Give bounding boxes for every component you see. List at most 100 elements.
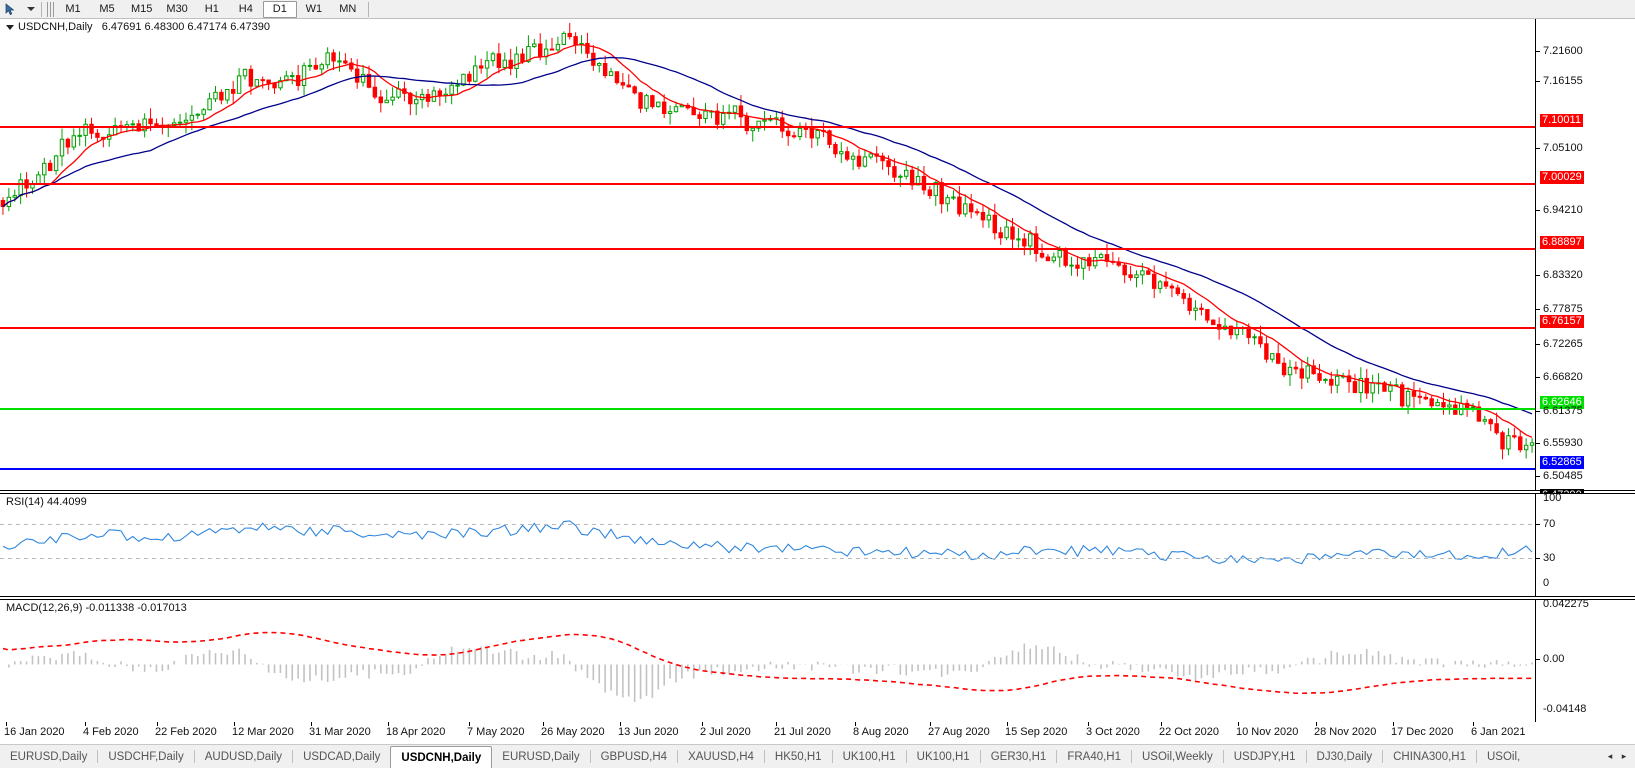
rsi-level-30-line (0, 558, 1535, 559)
chart-tab-gbpusd-h4[interactable]: GBPUSD,H4 (600, 750, 668, 763)
date-axis-label: 21 Jul 2020 (774, 726, 831, 738)
date-tick-mark (1238, 722, 1239, 726)
timeframe-button-w1[interactable]: W1 (305, 3, 323, 15)
chart-tab-hk50-h1[interactable]: HK50,H1 (774, 750, 822, 763)
date-axis-label: 8 Aug 2020 (853, 726, 909, 738)
macd-pane[interactable]: MACD(12,26,9) -0.011338 -0.017013 0.0422… (0, 598, 1635, 722)
chart-tab-xauusd-h4[interactable]: XAUUSD,H4 (688, 750, 754, 763)
price-plot-region[interactable]: USDCNH,Daily 6.47691 6.48300 6.47174 6.4… (0, 19, 1535, 490)
tab-scroll-controls[interactable]: ◂ ▸ (1603, 745, 1635, 768)
timeframe-button-m30[interactable]: M30 (166, 3, 188, 15)
chart-tab-audusd-daily[interactable]: AUDUSD,Daily (204, 750, 283, 763)
price-axis-tick: 6.72265 (1536, 338, 1635, 351)
date-tick-mark (388, 722, 389, 726)
chart-tab-usdcnh-daily[interactable]: USDCNH,Daily (390, 746, 493, 768)
triangle-down-icon[interactable] (6, 25, 14, 30)
timeframe-toolbar: M1 M5 M15 M30 H1 H4 D1 W1 MN (0, 0, 1635, 19)
chart-tab-ger30-h1[interactable]: GER30,H1 (990, 750, 1047, 763)
timeframe-button-m5[interactable]: M5 (99, 3, 115, 15)
chart-tab-usdjpy-h1[interactable]: USDJPY,H1 (1233, 750, 1296, 763)
date-axis-label: 16 Jan 2020 (4, 726, 65, 738)
tab-divider (677, 750, 679, 763)
price-level-line[interactable] (0, 408, 1535, 410)
tab-divider (1382, 750, 1384, 763)
price-axis-tick-label: 6.52865 (1540, 456, 1584, 469)
axis-tick-mark (1536, 411, 1540, 412)
tab-divider (1056, 750, 1058, 763)
macd-axis-tick: -0.04148 (1536, 703, 1635, 716)
chart-tab-eurusd-daily[interactable]: EURUSD,Daily (10, 750, 88, 763)
axis-tick-mark (1536, 275, 1540, 276)
date-tick-mark (543, 722, 544, 726)
date-axis[interactable]: 16 Jan 2020 4 Feb 2020 22 Feb 2020 12 Mar 2… (0, 722, 1635, 744)
axis-tick-mark (1536, 81, 1540, 82)
price-axis-tick: 6.77875 (1536, 303, 1635, 316)
price-level-line[interactable] (0, 327, 1535, 329)
timeframe-button-h1[interactable]: H1 (204, 3, 219, 15)
rsi-axis-tick: 30 (1536, 552, 1635, 565)
timeframe-button-m15[interactable]: M15 (131, 3, 153, 15)
date-axis-label: 10 Nov 2020 (1236, 726, 1299, 738)
crosshair-icon[interactable] (2, 1, 24, 18)
chart-tab-usoil-[interactable]: USOil, (1487, 750, 1521, 763)
chevron-right-icon[interactable]: ▸ (1621, 751, 1627, 761)
tab-divider (1131, 750, 1132, 763)
rsi-pane[interactable]: RSI(14) 44.4099 100 70 30 0 (0, 492, 1635, 597)
date-axis-label: 22 Oct 2020 (1159, 726, 1219, 738)
macd-plot-region[interactable]: MACD(12,26,9) -0.011338 -0.017013 (0, 600, 1535, 722)
price-axis-tick-label: 6.77875 (1543, 303, 1583, 315)
chevron-left-icon[interactable]: ◂ (1607, 751, 1613, 761)
tab-divider (1305, 750, 1307, 763)
price-y-axis[interactable]: 7.21600 7.16155 7.10011 7.05100 7.00029 6.942… (1535, 19, 1635, 548)
timeframe-button-m1[interactable]: M1 (65, 3, 81, 15)
chart-tab-usdcad-daily[interactable]: USDCAD,Daily (303, 750, 381, 763)
macd-axis-tick: 0.00 (1536, 653, 1635, 666)
chart-area[interactable]: USDCNH,Daily 6.47691 6.48300 6.47174 6.4… (0, 19, 1635, 722)
price-level-line[interactable] (0, 468, 1535, 470)
tab-divider (97, 750, 99, 763)
chart-tab-china300-h1[interactable]: CHINA300,H1 (1393, 750, 1466, 763)
timeframe-button-mn[interactable]: MN (339, 3, 357, 15)
price-axis-tick-label: 6.83320 (1543, 269, 1583, 281)
price-axis-tick: 7.16155 (1536, 75, 1635, 88)
price-axis-tick-label: 6.94210 (1543, 204, 1583, 216)
date-tick-mark (1316, 722, 1317, 726)
rsi-plot-region[interactable]: RSI(14) 44.4099 (0, 494, 1535, 596)
chevron-down-icon[interactable] (24, 1, 38, 18)
date-tick-mark (1393, 722, 1394, 726)
date-tick-mark (855, 722, 856, 726)
tab-divider (193, 750, 195, 763)
price-axis-tick: 6.61375 (1536, 405, 1635, 418)
timeframe-button-h4[interactable]: H4 (238, 3, 253, 15)
rsi-pane-title: RSI(14) 44.4099 (6, 496, 87, 508)
macd-axis-tick-label: 0.00 (1543, 653, 1565, 665)
tab-divider (292, 750, 294, 763)
chart-tab-uk100-h1[interactable]: UK100,H1 (842, 750, 896, 763)
price-level-line[interactable] (0, 248, 1535, 250)
date-axis-label: 3 Oct 2020 (1086, 726, 1140, 738)
chart-tab-eurusd-daily[interactable]: EURUSD,Daily (502, 750, 580, 763)
price-level-line[interactable] (0, 126, 1535, 128)
date-tick-mark (469, 722, 470, 726)
tab-divider (1222, 750, 1224, 763)
price-axis-tick-label: 7.00029 (1540, 171, 1584, 184)
chart-tab-usdchf-daily[interactable]: USDCHF,Daily (108, 750, 184, 763)
price-axis-tick-label: 6.88897 (1540, 236, 1584, 249)
toolbar-grip-handle[interactable] (47, 1, 54, 17)
date-tick-mark (6, 722, 7, 726)
price-axis-tick-label: 7.05100 (1543, 142, 1583, 154)
price-axis-tick: 7.00029 (1536, 171, 1635, 184)
price-axis-tick: 6.52865 (1536, 456, 1635, 469)
timeframe-button-d1[interactable]: D1 (262, 0, 297, 18)
price-axis-tick-label: 7.16155 (1543, 75, 1583, 87)
price-axis-tick: 6.55930 (1536, 437, 1635, 450)
chart-tab-fra40-h1[interactable]: FRA40,H1 (1067, 750, 1121, 763)
chart-tabs-bar[interactable]: EURUSD,Daily USDCHF,Daily AUDUSD,Daily USDC… (0, 744, 1635, 768)
price-level-line[interactable] (0, 183, 1535, 185)
price-chart-pane[interactable]: USDCNH,Daily 6.47691 6.48300 6.47174 6.4… (0, 19, 1635, 548)
chart-tab-uk100-h1[interactable]: UK100,H1 (916, 750, 970, 763)
macd-y-axis: 0.042275 0.00 -0.04148 (1535, 598, 1635, 722)
chart-tab-dj30-daily[interactable]: DJ30,Daily (1316, 750, 1373, 763)
chart-tab-usoil-weekly[interactable]: USOil,Weekly (1142, 750, 1213, 763)
macd-axis-tick: 0.042275 (1536, 598, 1635, 611)
